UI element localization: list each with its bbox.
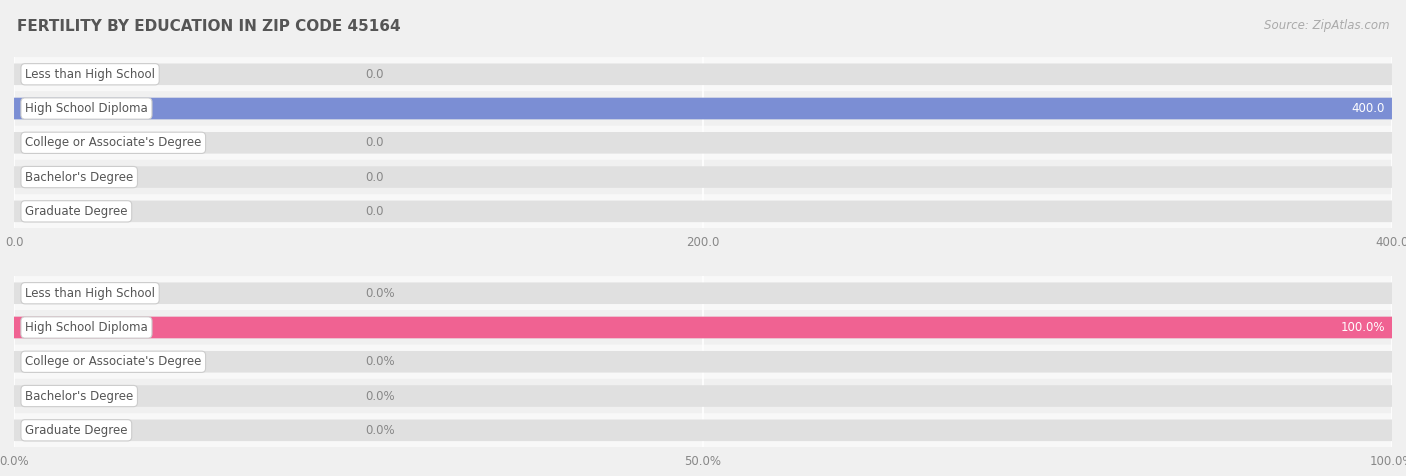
- Text: 0.0%: 0.0%: [366, 389, 395, 403]
- Text: 0.0%: 0.0%: [366, 287, 395, 300]
- Text: Bachelor's Degree: Bachelor's Degree: [25, 389, 134, 403]
- FancyBboxPatch shape: [14, 98, 1392, 119]
- FancyBboxPatch shape: [13, 276, 1393, 310]
- FancyBboxPatch shape: [14, 317, 1392, 338]
- Text: 400.0: 400.0: [1351, 102, 1385, 115]
- FancyBboxPatch shape: [14, 351, 1392, 373]
- Text: 100.0%: 100.0%: [1340, 321, 1385, 334]
- FancyBboxPatch shape: [13, 413, 1393, 447]
- Text: College or Associate's Degree: College or Associate's Degree: [25, 355, 201, 368]
- FancyBboxPatch shape: [14, 63, 1392, 85]
- Text: Graduate Degree: Graduate Degree: [25, 424, 128, 437]
- Text: 0.0: 0.0: [366, 136, 384, 149]
- Text: FERTILITY BY EDUCATION IN ZIP CODE 45164: FERTILITY BY EDUCATION IN ZIP CODE 45164: [17, 19, 401, 34]
- Text: Less than High School: Less than High School: [25, 287, 155, 300]
- FancyBboxPatch shape: [14, 317, 1392, 338]
- Text: Graduate Degree: Graduate Degree: [25, 205, 128, 218]
- Text: 0.0%: 0.0%: [366, 355, 395, 368]
- FancyBboxPatch shape: [13, 345, 1393, 379]
- Text: 0.0: 0.0: [366, 170, 384, 184]
- FancyBboxPatch shape: [13, 194, 1393, 228]
- FancyBboxPatch shape: [14, 419, 1392, 441]
- FancyBboxPatch shape: [13, 126, 1393, 160]
- Text: High School Diploma: High School Diploma: [25, 321, 148, 334]
- Text: 0.0: 0.0: [366, 205, 384, 218]
- Text: Less than High School: Less than High School: [25, 68, 155, 81]
- FancyBboxPatch shape: [13, 310, 1393, 345]
- Text: Source: ZipAtlas.com: Source: ZipAtlas.com: [1264, 19, 1389, 32]
- FancyBboxPatch shape: [14, 282, 1392, 304]
- Text: College or Associate's Degree: College or Associate's Degree: [25, 136, 201, 149]
- FancyBboxPatch shape: [13, 160, 1393, 194]
- FancyBboxPatch shape: [13, 91, 1393, 126]
- Text: 0.0: 0.0: [366, 68, 384, 81]
- FancyBboxPatch shape: [14, 132, 1392, 154]
- Text: 0.0%: 0.0%: [366, 424, 395, 437]
- FancyBboxPatch shape: [13, 379, 1393, 413]
- Text: Bachelor's Degree: Bachelor's Degree: [25, 170, 134, 184]
- FancyBboxPatch shape: [14, 98, 1392, 119]
- FancyBboxPatch shape: [14, 166, 1392, 188]
- FancyBboxPatch shape: [13, 57, 1393, 91]
- FancyBboxPatch shape: [14, 200, 1392, 222]
- FancyBboxPatch shape: [14, 385, 1392, 407]
- Text: High School Diploma: High School Diploma: [25, 102, 148, 115]
